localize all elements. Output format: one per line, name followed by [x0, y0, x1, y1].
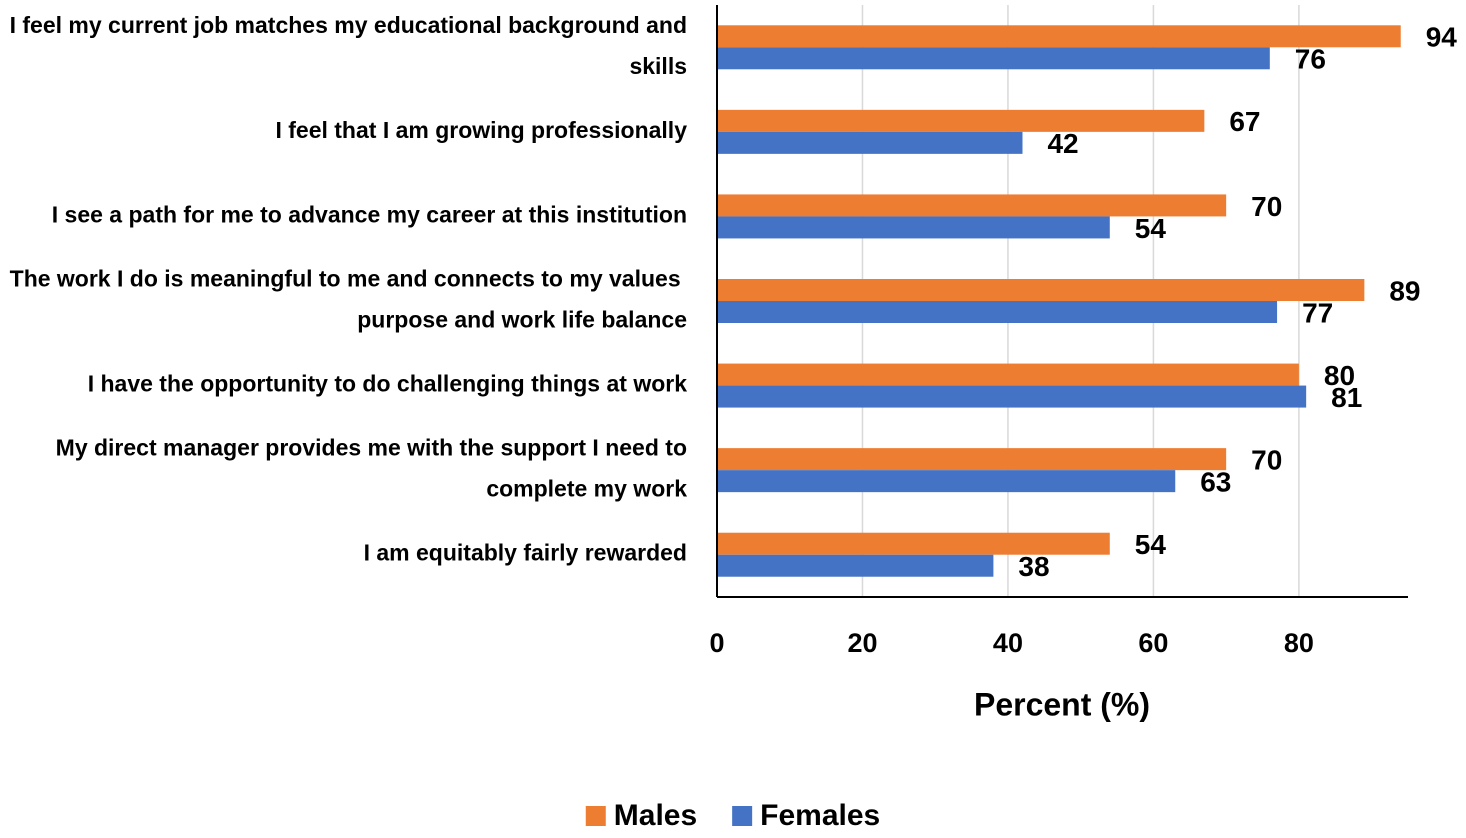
data-label: 42	[1047, 128, 1078, 159]
bar	[717, 47, 1270, 70]
bar	[717, 194, 1227, 217]
bar	[717, 554, 994, 577]
legend: Males Females	[585, 799, 880, 832]
data-label: 67	[1229, 106, 1260, 137]
y-tick-label: My direct manager provides me with the s…	[56, 435, 688, 502]
legend-label: Males	[614, 799, 697, 832]
x-tick-label: 20	[847, 628, 877, 658]
x-tick-label: 60	[1138, 628, 1168, 658]
bar	[717, 470, 1176, 493]
y-tick-label: I am equitably fairly rewarded	[364, 540, 687, 566]
legend-swatch	[585, 806, 606, 826]
data-label: 70	[1251, 445, 1282, 476]
legend-label: Females	[760, 799, 880, 832]
x-tick-label: 40	[993, 628, 1023, 658]
x-tick-label: 0	[709, 628, 724, 658]
y-tick-label: I see a path for me to advance my career…	[52, 202, 687, 228]
data-label: 80	[1324, 360, 1355, 391]
data-label: 63	[1200, 467, 1231, 498]
bar	[717, 25, 1401, 48]
bar	[717, 216, 1110, 239]
y-tick-label: I feel my current job matches my educati…	[10, 12, 687, 79]
bar	[717, 363, 1299, 386]
x-axis-title: Percent (%)	[974, 686, 1150, 722]
bar	[717, 448, 1227, 471]
y-tick-label: The work I do is meaningful to me and co…	[10, 266, 687, 333]
y-tick-label: I feel that I am growing professionally	[275, 117, 687, 143]
data-label: 94	[1426, 22, 1458, 53]
bar	[717, 385, 1307, 408]
legend-swatch	[732, 806, 753, 826]
bar	[717, 109, 1205, 132]
x-tick-label: 80	[1284, 628, 1314, 658]
bar	[717, 131, 1023, 154]
bar	[717, 279, 1365, 301]
data-label: 81	[1331, 382, 1362, 413]
bar	[717, 301, 1278, 323]
y-tick-label: I have the opportunity to do challenging…	[88, 371, 688, 397]
data-label: 76	[1295, 44, 1326, 75]
data-label: 70	[1251, 191, 1282, 222]
data-label: 54	[1135, 213, 1167, 244]
data-label: 54	[1135, 529, 1167, 560]
bar	[717, 532, 1110, 555]
data-label: 89	[1389, 275, 1420, 306]
data-label: 38	[1018, 551, 1049, 582]
data-label: 77	[1302, 297, 1333, 328]
